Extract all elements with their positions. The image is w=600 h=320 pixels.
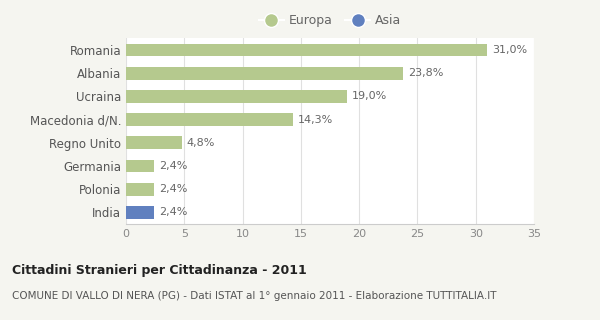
Text: 2,4%: 2,4% xyxy=(158,184,187,194)
Text: 4,8%: 4,8% xyxy=(187,138,215,148)
Text: Cittadini Stranieri per Cittadinanza - 2011: Cittadini Stranieri per Cittadinanza - 2… xyxy=(12,264,307,277)
Bar xyxy=(126,67,403,80)
Text: 31,0%: 31,0% xyxy=(492,45,527,55)
Bar xyxy=(126,44,487,56)
Text: 2,4%: 2,4% xyxy=(158,161,187,171)
Bar xyxy=(126,183,154,196)
Text: COMUNE DI VALLO DI NERA (PG) - Dati ISTAT al 1° gennaio 2011 - Elaborazione TUTT: COMUNE DI VALLO DI NERA (PG) - Dati ISTA… xyxy=(12,291,497,301)
Text: 14,3%: 14,3% xyxy=(298,115,332,124)
Bar xyxy=(126,160,154,172)
Bar xyxy=(126,90,347,103)
Bar xyxy=(126,136,182,149)
Text: 19,0%: 19,0% xyxy=(352,92,388,101)
Text: 2,4%: 2,4% xyxy=(158,207,187,217)
Bar xyxy=(126,113,293,126)
Bar xyxy=(126,206,154,219)
Legend: Europa, Asia: Europa, Asia xyxy=(254,10,406,32)
Text: 23,8%: 23,8% xyxy=(408,68,443,78)
